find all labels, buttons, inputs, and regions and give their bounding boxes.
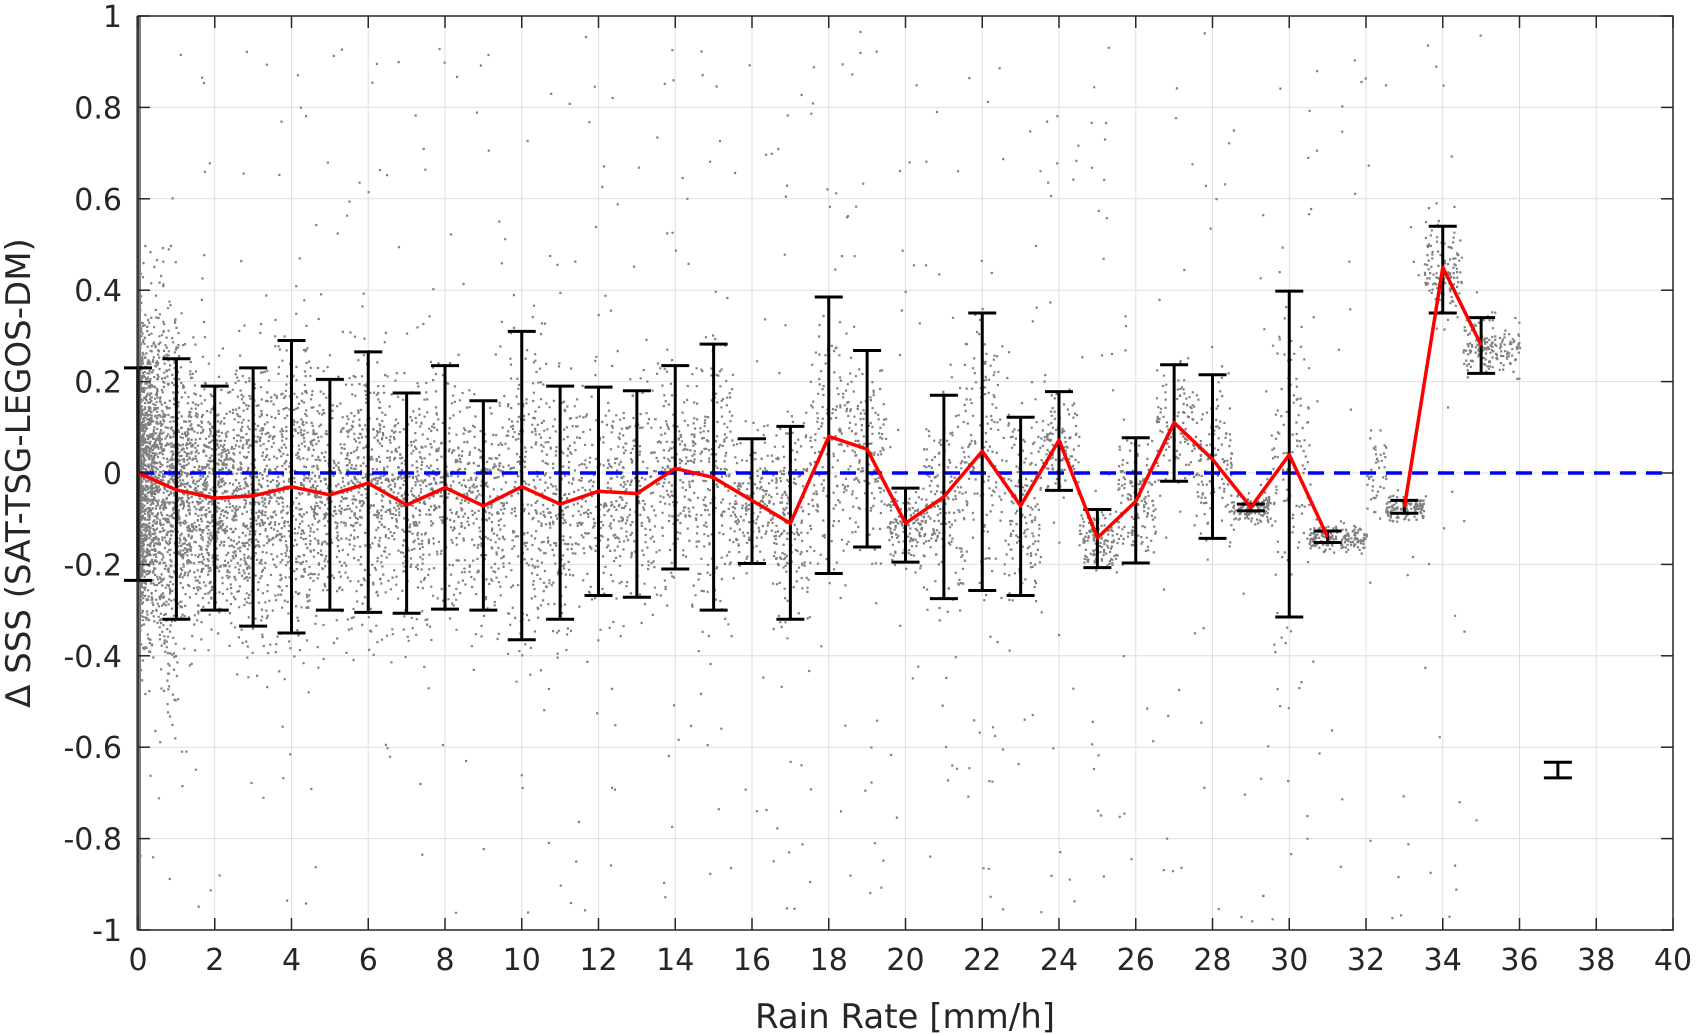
y-tick-labels: 1 0.8 0.6 0.4 0.2 0 -0.2 -0.4 -0.6 -0.8 -1 xyxy=(63,0,122,949)
errorbar xyxy=(1198,373,1227,540)
errorbar xyxy=(1543,760,1572,780)
y-tick-label: -0.2 xyxy=(63,548,122,583)
mean-line-segment xyxy=(137,420,1330,540)
x-tick-label: 36 xyxy=(1500,943,1538,978)
y-tick-label: -1 xyxy=(92,914,122,949)
x-tick-label: 0 xyxy=(128,943,147,978)
y-tick-label: -0.8 xyxy=(63,823,122,858)
x-tick-label: 2 xyxy=(205,943,224,978)
x-axis-label: Rain Rate [mm/h] xyxy=(755,997,1055,1035)
x-tick-label: 12 xyxy=(579,943,617,978)
x-tick-label: 32 xyxy=(1347,943,1385,978)
mean-line-segment xyxy=(1402,265,1483,508)
x-tick-label: 22 xyxy=(963,943,1001,978)
x-tick-label: 30 xyxy=(1270,943,1308,978)
y-tick-label: 1 xyxy=(103,0,122,35)
x-tick-label: 34 xyxy=(1424,943,1462,978)
y-tick-label: 0.2 xyxy=(74,366,122,401)
errorbar xyxy=(891,486,920,564)
axis-ticks xyxy=(137,15,1674,931)
x-tick-label: 10 xyxy=(503,943,541,978)
x-tick-label: 8 xyxy=(435,943,454,978)
y-tick-label: 0.8 xyxy=(74,91,122,126)
y-tick-label: -0.4 xyxy=(63,640,122,675)
y-tick-label: 0.4 xyxy=(74,274,122,309)
x-tick-label: 6 xyxy=(359,943,378,978)
errorbar xyxy=(1467,316,1496,375)
mean-line xyxy=(137,265,1483,540)
x-tick-labels: 0 2 4 6 8 10 12 14 16 18 20 22 24 26 28 30 32 34 36 38 40 xyxy=(128,943,1692,978)
x-tick-label: 18 xyxy=(810,943,848,978)
x-tick-label: 24 xyxy=(1040,943,1078,978)
y-axis-label: Δ SSS (SAT-TSG-LEGOS-DM) xyxy=(0,238,39,708)
y-tick-label: -0.6 xyxy=(63,731,122,766)
y-tick-label: 0.6 xyxy=(74,183,122,218)
x-tick-label: 28 xyxy=(1193,943,1231,978)
x-tick-label: 40 xyxy=(1654,943,1692,978)
x-tick-label: 4 xyxy=(282,943,301,978)
x-tick-label: 26 xyxy=(1117,943,1155,978)
x-tick-label: 16 xyxy=(733,943,771,978)
x-tick-label: 38 xyxy=(1577,943,1615,978)
x-tick-label: 14 xyxy=(656,943,694,978)
y-tick-label: 0 xyxy=(103,457,122,492)
x-tick-label: 20 xyxy=(886,943,924,978)
